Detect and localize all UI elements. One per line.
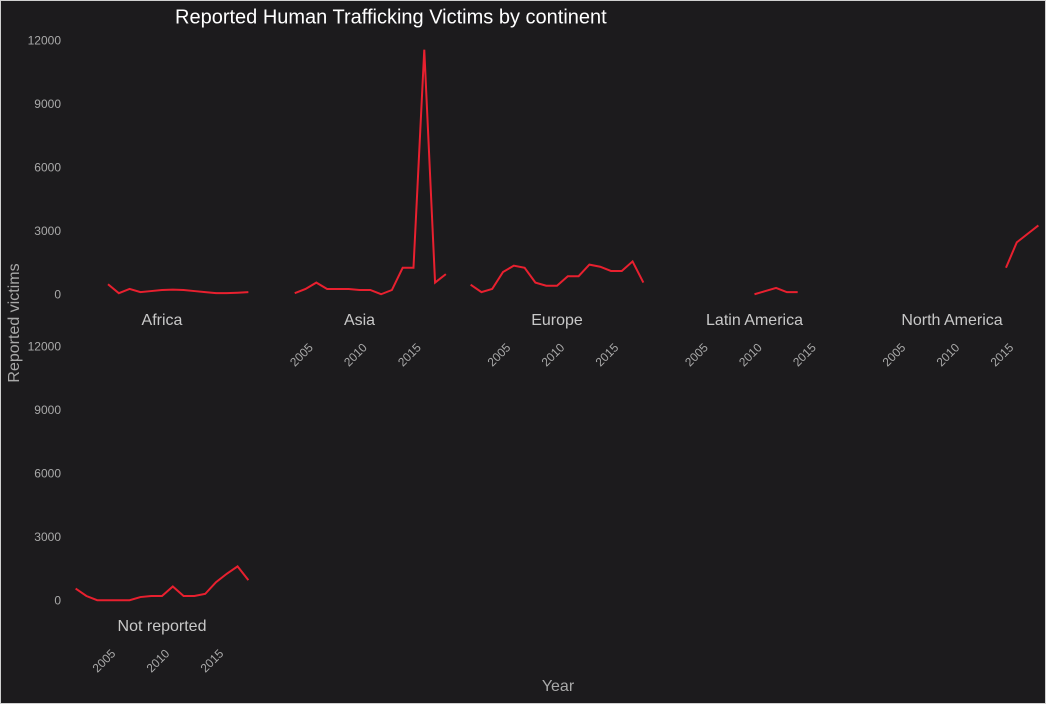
y-tick-label: 0 [54, 287, 61, 301]
y-tick-label: 9000 [34, 97, 61, 111]
chart-title: Reported Human Trafficking Victims by co… [175, 6, 607, 28]
data-line [107, 283, 249, 295]
y-tick-label: 3000 [34, 224, 61, 238]
y-tick-label: 12000 [28, 33, 62, 47]
y-tick-label: 6000 [34, 160, 61, 174]
y-tick-label: 12000 [28, 339, 62, 353]
facet-label: Europe [531, 312, 583, 329]
facet-label: Not reported [118, 618, 207, 635]
data-line [75, 565, 250, 602]
y-tick-label: 3000 [34, 530, 61, 544]
y-tick-label: 0 [54, 593, 61, 607]
y-axis-label: Reported victims [6, 263, 23, 382]
x-axis-label: Year [542, 678, 575, 695]
facet-label: Asia [344, 312, 375, 329]
data-line [1005, 224, 1039, 269]
facet-label: North America [901, 312, 1002, 329]
y-tick-label: 6000 [34, 466, 61, 480]
y-tick-label: 9000 [34, 403, 61, 417]
facet-label: Africa [142, 312, 183, 329]
facet-label: Latin America [706, 312, 803, 329]
data-line [470, 259, 645, 294]
data-line [754, 286, 798, 296]
data-line [294, 49, 447, 296]
